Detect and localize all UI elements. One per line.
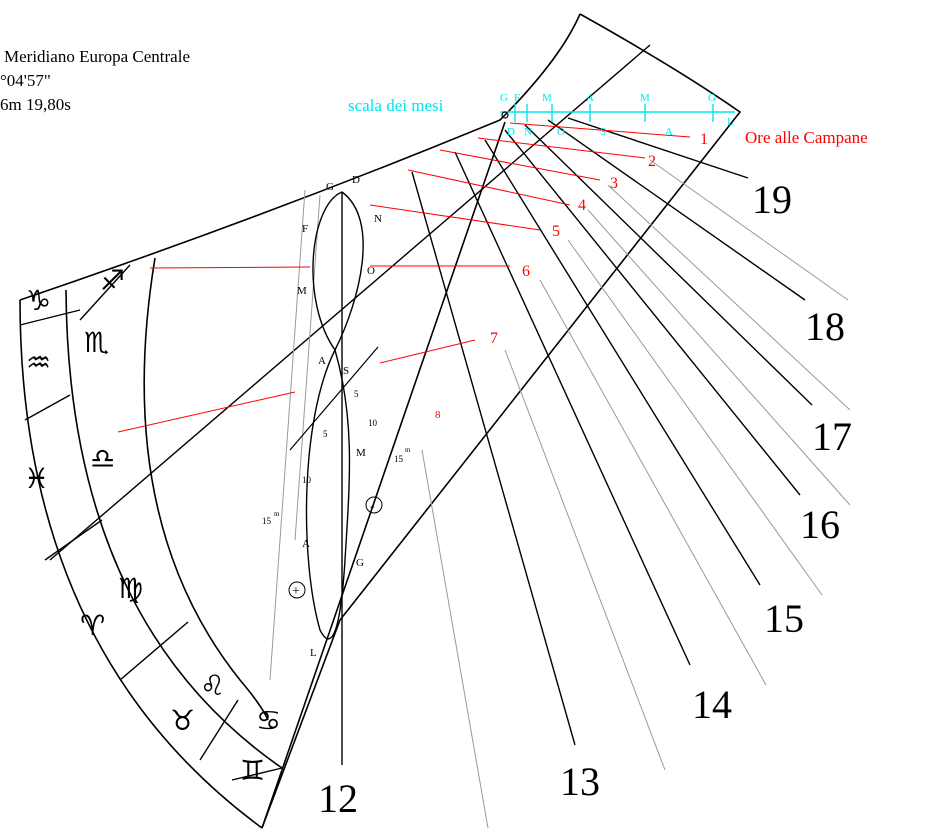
analemma-upper-loop [312,191,364,352]
month-bottom-letter: L [727,116,734,128]
svg-text:O: O [367,265,375,277]
style-line [261,121,506,829]
sagittarius-icon: ♐ [100,264,125,297]
bell-hour-labels: 1 2 3 4 5 6 7 8 [435,131,708,421]
svg-text:10: 10 [368,418,378,428]
aries-icon: ♈ [80,609,105,642]
minus-circle [365,496,383,514]
bell-hour-label: 6 [522,263,530,280]
gnomon-foot [501,111,509,119]
bell-hour-label: 5 [552,223,560,240]
bell-hour-lines [117,122,691,433]
month-bottom-letter: A [665,126,673,138]
hour-label: 13 [560,759,600,804]
analemma-month-letters: G D N F O M A S M A G L [297,174,382,659]
hour-label: 17 [812,414,852,459]
dial-inner-arc [65,289,283,769]
taurus-icon: ♉ [170,704,195,737]
svg-text:G: G [356,557,364,569]
bell-hours-title: Ore alle Campane [745,128,868,147]
analemma-lower-loop [305,348,351,640]
month-bottom-letter: S [600,126,606,138]
svg-text:10: 10 [302,475,312,485]
zodiac-inner: ♐ ♏ ♎ ♍ ♌ ♋ ♊ [84,264,281,787]
leo-icon: ♌ [200,669,225,702]
month-scale-letters: G F M A M G D N O S A L [500,92,734,138]
month-top-letter: M [640,92,650,104]
month-scale [500,104,735,122]
hour-label: 18 [805,304,845,349]
analemma-ticks: 5 10 5 10 15 15 [262,389,404,526]
hour-labels: 12 13 14 15 16 17 18 19 [318,177,852,821]
hour-label: 12 [318,776,358,821]
capricorn-icon: ♑ [26,284,51,317]
svg-text:N: N [374,213,382,225]
minute-superscripts: m m [274,446,411,518]
hour-label: 16 [800,502,840,547]
noon-crossbar [289,346,379,451]
svg-text:5: 5 [323,429,328,439]
svg-text:F: F [302,223,308,235]
minus-sign: - [370,499,375,514]
bell-hour-label: 7 [490,330,498,347]
hour-label: 19 [752,177,792,222]
aquarius-icon: ♒ [26,346,51,379]
pisces-icon: ♓ [24,462,49,495]
svg-text:5: 5 [354,389,359,399]
svg-text:M: M [356,447,366,459]
month-top-letter: M [542,92,552,104]
half-hour-lines [269,159,851,829]
svg-text:A: A [318,355,326,367]
svg-text:G: G [326,181,334,193]
month-bottom-letter: D [507,126,515,138]
gemini-icon: ♊ [240,754,265,787]
svg-text:L: L [310,647,317,659]
bell-hour-label: 1 [700,131,708,148]
dial-right-edge [261,13,742,829]
month-top-letter: A [586,92,594,104]
svg-text:15: 15 [394,454,404,464]
month-scale-title: scala dei mesi [348,96,444,115]
hour-label: 14 [692,682,732,727]
svg-text:D: D [352,174,360,186]
hour-label: 15 [764,596,804,641]
month-top-letter: F [514,92,520,104]
svg-text:m: m [405,446,411,454]
plus-sign: + [292,584,300,599]
svg-text:M: M [297,285,307,297]
zodiac-outer: ♑ ♒ ♓ ♈ ♉ [24,284,195,737]
svg-text:15: 15 [262,516,272,526]
svg-text:m: m [274,510,280,518]
hour-lines [341,117,813,765]
month-top-letter: G [500,92,508,104]
dial-mid-arc [143,257,269,721]
zodiac-dividers [19,264,283,781]
libra-icon: ♎ [90,442,115,475]
bell-hour-label: 8 [435,409,441,421]
header-longitude: °04'57" [0,71,51,90]
bell-hour-label: 2 [648,153,656,170]
header-meridian: Meridiano Europa Centrale [4,47,190,66]
dial-top-edge [19,13,581,301]
month-top-letter: G [708,92,716,104]
virgo-icon: ♍ [118,572,143,605]
plus-circle [288,581,306,599]
month-bottom-letter: N [524,126,532,138]
header-time-offset: 6m 19,80s [0,95,71,114]
equinox-line [49,44,651,561]
bell-hour-label: 3 [610,175,618,192]
dial-outer-arc [19,299,263,829]
cancer-icon: ♋ [256,704,281,737]
svg-text:S: S [343,365,349,377]
bell-hour-label: 4 [578,197,586,214]
scorpio-icon: ♏ [84,326,109,359]
month-bottom-letter: O [557,126,565,138]
svg-text:A: A [302,538,310,550]
